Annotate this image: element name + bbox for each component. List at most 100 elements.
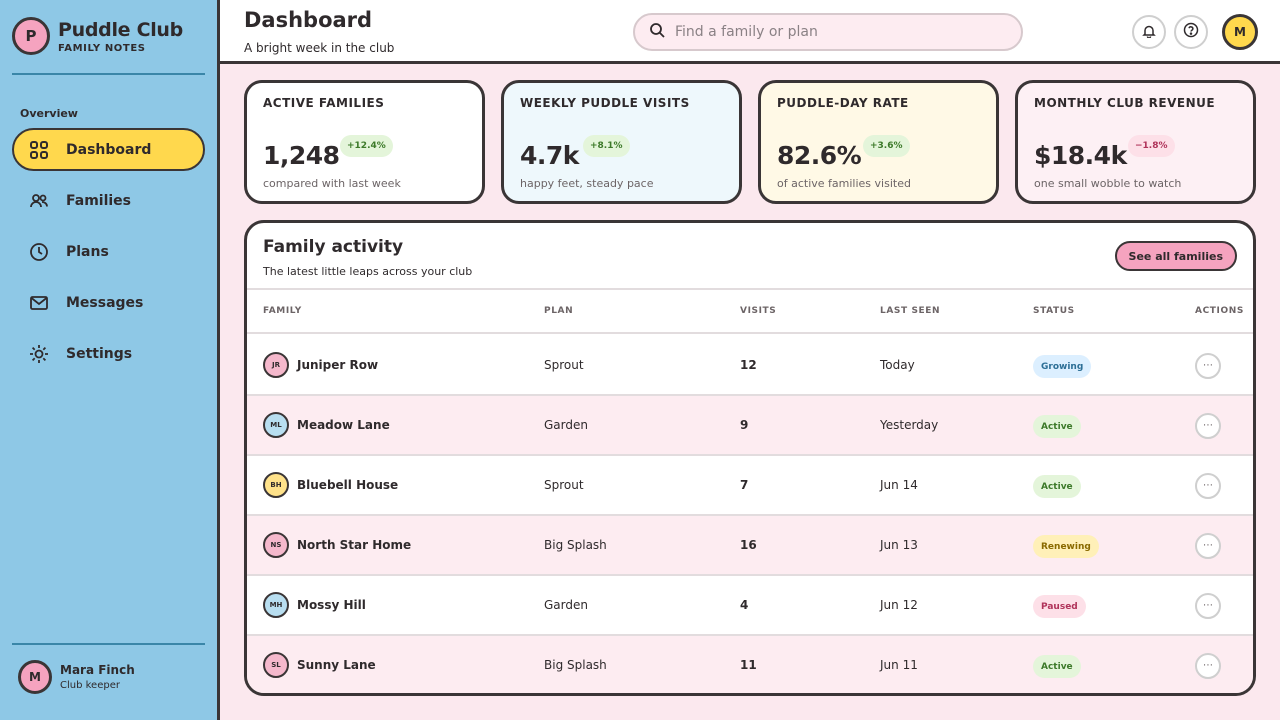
- column-header-family[interactable]: FAMILY: [263, 306, 302, 316]
- bell-icon: [1142, 23, 1156, 42]
- stat-card-puddle-day-rate: PUDDLE-DAY RATE 82.6% +3.6% of active fa…: [758, 80, 999, 204]
- family-avatar: BH: [263, 472, 289, 498]
- sidebar-divider-top: [12, 73, 205, 75]
- row-actions-button[interactable]: ⋯: [1195, 653, 1221, 679]
- brand[interactable]: P Puddle Club FAMILY NOTES: [12, 17, 183, 55]
- sidebar-item-label: Families: [66, 192, 132, 209]
- sidebar-item-families[interactable]: Families: [12, 179, 205, 222]
- brand-logo: P: [12, 17, 50, 55]
- table-row[interactable]: JR Juniper Row Sprout 12 Today Growing ⋯: [247, 336, 1253, 396]
- search-input[interactable]: [675, 24, 995, 40]
- stat-label: MONTHLY CLUB REVENUE: [1034, 96, 1216, 110]
- sidebar-item-label: Plans: [66, 243, 109, 260]
- stat-card-active-families: ACTIVE FAMILIES 1,248 +12.4% compared wi…: [244, 80, 485, 204]
- last-seen-cell: Jun 14: [880, 478, 918, 492]
- column-header-plan[interactable]: PLAN: [544, 306, 574, 316]
- status-badge: Active: [1033, 655, 1081, 678]
- notifications-button[interactable]: [1132, 15, 1166, 49]
- more-icon: ⋯: [1203, 360, 1213, 371]
- family-cell: BH Bluebell House: [263, 472, 398, 498]
- table-row[interactable]: NS North Star Home Big Splash 16 Jun 13 Renew…: [247, 516, 1253, 576]
- header-avatar[interactable]: M: [1222, 14, 1258, 50]
- plan-cell: Big Splash: [544, 538, 607, 552]
- sidebar-item-settings[interactable]: Settings: [12, 332, 205, 375]
- sidebar-item-label: Settings: [66, 345, 133, 362]
- sidebar-item-label: Dashboard: [66, 141, 152, 158]
- see-all-families-button[interactable]: See all families: [1114, 241, 1237, 271]
- user-profile[interactable]: M Mara Finch Club keeper: [18, 660, 135, 694]
- table-row[interactable]: MH Mossy Hill Garden 4 Jun 12 Paused ⋯: [247, 576, 1253, 636]
- brand-subtitle: FAMILY NOTES: [58, 42, 146, 54]
- row-actions-button[interactable]: ⋯: [1195, 533, 1221, 559]
- sidebar-item-label: Messages: [66, 294, 144, 311]
- sun-gear-icon: [28, 343, 50, 365]
- stat-note: of active families visited: [777, 177, 911, 190]
- plan-cell: Sprout: [544, 358, 584, 372]
- family-name[interactable]: Meadow Lane: [297, 418, 390, 432]
- family-cell: ML Meadow Lane: [263, 412, 390, 438]
- grid-icon: [28, 139, 50, 161]
- family-avatar: ML: [263, 412, 289, 438]
- search-bar[interactable]: [633, 13, 1023, 51]
- family-avatar: MH: [263, 592, 289, 618]
- sidebar-nav: Dashboard Families Plans Messages Settin…: [12, 128, 205, 383]
- visits-cell: 12: [740, 358, 757, 372]
- status-badge: Renewing: [1033, 535, 1099, 558]
- stat-delta-badge: +3.6%: [863, 135, 910, 157]
- table-row[interactable]: ML Meadow Lane Garden 9 Yesterday Active ⋯: [247, 396, 1253, 456]
- sidebar-item-messages[interactable]: Messages: [12, 281, 205, 324]
- table-row[interactable]: BH Bluebell House Sprout 7 Jun 14 Active ⋯: [247, 456, 1253, 516]
- header: Dashboard A bright week in the club M: [220, 0, 1280, 64]
- mail-icon: [28, 292, 50, 314]
- family-name[interactable]: Sunny Lane: [297, 658, 376, 672]
- family-name[interactable]: Bluebell House: [297, 478, 399, 492]
- stat-note: one small wobble to watch: [1034, 177, 1182, 190]
- stat-card-weekly-visits: WEEKLY PUDDLE VISITS 4.7k +8.1% happy fe…: [501, 80, 742, 204]
- column-header-visits[interactable]: VISITS: [740, 306, 777, 316]
- column-header-last-seen[interactable]: LAST SEEN: [880, 306, 941, 316]
- family-avatar: SL: [263, 652, 289, 678]
- last-seen-cell: Yesterday: [880, 418, 939, 432]
- family-avatar: NS: [263, 532, 289, 558]
- column-header-status[interactable]: STATUS: [1033, 306, 1075, 316]
- family-cell: SL Sunny Lane: [263, 652, 376, 678]
- more-icon: ⋯: [1203, 480, 1213, 491]
- users-icon: [28, 190, 50, 212]
- stat-delta-badge: +8.1%: [583, 135, 630, 157]
- visits-cell: 9: [740, 418, 749, 432]
- family-avatar: JR: [263, 352, 289, 378]
- nav-section-label: Overview: [20, 107, 78, 120]
- stat-card-monthly-revenue: MONTHLY CLUB REVENUE $18.4k −1.8% one sm…: [1015, 80, 1256, 204]
- table-header: FAMILY PLAN VISITS LAST SEEN STATUS ACTI…: [247, 288, 1253, 334]
- last-seen-cell: Jun 11: [880, 658, 918, 672]
- row-actions-button[interactable]: ⋯: [1195, 353, 1221, 379]
- visits-cell: 7: [740, 478, 749, 492]
- table-row[interactable]: SL Sunny Lane Big Splash 11 Jun 11 Active ⋯: [247, 636, 1253, 693]
- page-title: Dashboard: [244, 8, 373, 32]
- stat-delta-badge: +12.4%: [340, 135, 393, 157]
- row-actions-button[interactable]: ⋯: [1195, 473, 1221, 499]
- stat-note: compared with last week: [263, 177, 401, 190]
- visits-cell: 16: [740, 538, 757, 552]
- panel-title: Family activity: [263, 237, 404, 257]
- user-role: Club keeper: [60, 680, 120, 691]
- visits-cell: 11: [740, 658, 757, 672]
- more-icon: ⋯: [1203, 600, 1213, 611]
- family-cell: NS North Star Home: [263, 532, 411, 558]
- family-name[interactable]: Mossy Hill: [297, 598, 366, 612]
- last-seen-cell: Today: [880, 358, 915, 372]
- family-name[interactable]: Juniper Row: [297, 358, 379, 372]
- sidebar-item-plans[interactable]: Plans: [12, 230, 205, 273]
- sidebar-item-dashboard[interactable]: Dashboard: [12, 128, 205, 171]
- stat-label: ACTIVE FAMILIES: [263, 96, 385, 110]
- row-actions-button[interactable]: ⋯: [1195, 593, 1221, 619]
- sidebar: P Puddle Club FAMILY NOTES Overview Dash…: [0, 0, 220, 720]
- page-subtitle: A bright week in the club: [244, 41, 395, 55]
- last-seen-cell: Jun 12: [880, 598, 918, 612]
- family-name[interactable]: North Star Home: [297, 538, 412, 552]
- status-badge: Active: [1033, 415, 1081, 438]
- help-button[interactable]: [1174, 15, 1208, 49]
- plan-cell: Garden: [544, 598, 588, 612]
- family-activity-panel: Family activity The latest little leaps …: [244, 220, 1256, 696]
- row-actions-button[interactable]: ⋯: [1195, 413, 1221, 439]
